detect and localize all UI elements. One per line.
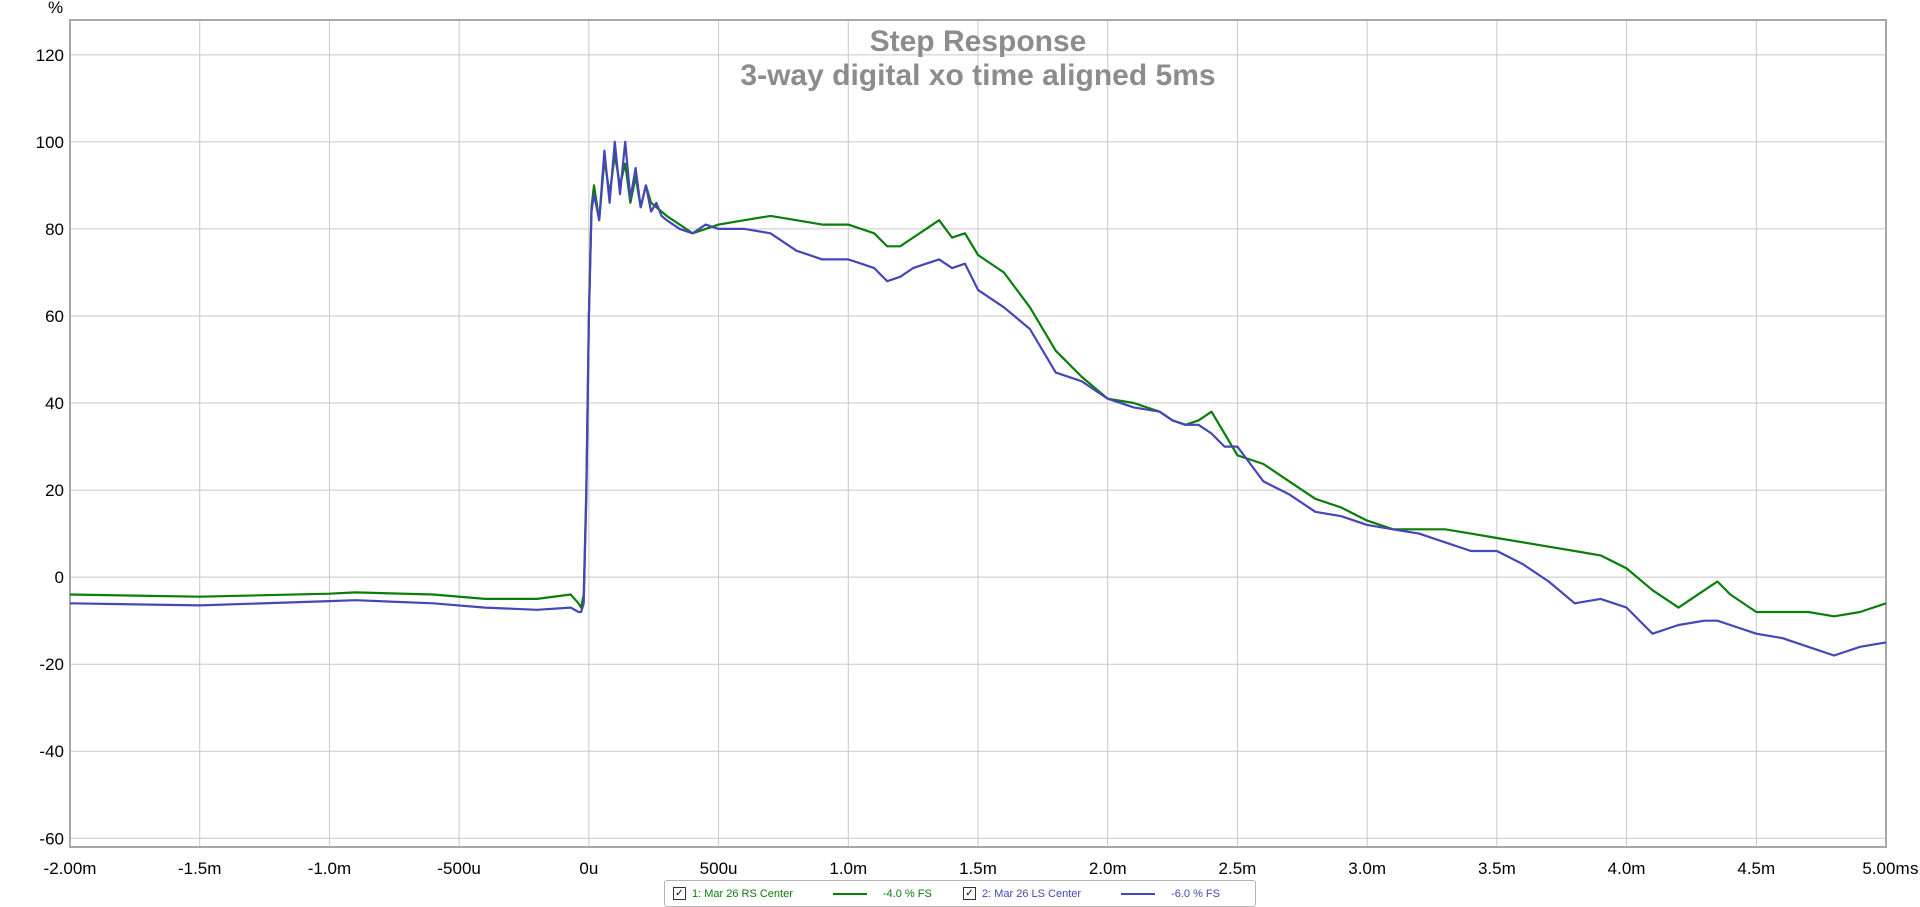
x-tick-label: 4.0m: [1608, 859, 1646, 878]
y-tick-label: 120: [36, 46, 64, 65]
series-1-offset: -4.0 % FS: [882, 887, 932, 900]
x-tick-label: 500u: [700, 859, 738, 878]
y-tick-label: 40: [45, 394, 64, 413]
series-2-offset: -6.0 % FS: [1171, 887, 1220, 900]
x-tick-label: 2.5m: [1219, 859, 1257, 878]
y-axis-unit-label: %: [48, 0, 63, 17]
y-tick-label: 0: [55, 568, 64, 587]
plot-border: [69, 19, 1887, 848]
legend-item-series-1[interactable]: ✓ 1: Mar 26 RS Center -4.0 % FS: [673, 881, 932, 906]
y-tick-labels: 120 100 80 60 40 20 0 -20 -40 -60: [36, 46, 64, 848]
x-tick-label: 2.0m: [1089, 859, 1127, 878]
series-2-name: 2: Mar 26 LS Center: [982, 887, 1082, 900]
plot-frame: [69, 19, 1887, 848]
x-tick-label: 3.5m: [1478, 859, 1516, 878]
y-tick-label: 20: [45, 481, 64, 500]
series-1-swatch: [832, 892, 867, 895]
x-tick-label: -2.00m: [44, 859, 97, 878]
legend: ✓ 1: Mar 26 RS Center -4.0 % FS ✓ 2: Mar…: [664, 880, 1256, 907]
x-tick-label: 0u: [579, 859, 598, 878]
chart-title: Step Response: [870, 25, 1087, 58]
series-2-swatch: [1121, 892, 1156, 895]
x-tick-label: -500u: [437, 859, 480, 878]
chart-subtitle: 3-way digital xo time aligned 5ms: [740, 59, 1215, 92]
series-line-1: [69, 153, 1887, 618]
x-tick-label: 1.5m: [959, 859, 997, 878]
x-tick-label: 1.0m: [829, 859, 867, 878]
y-tick-label: 100: [36, 133, 64, 152]
y-tick-label: -40: [39, 742, 64, 761]
y-tick-label: 60: [45, 307, 64, 326]
series-line-2: [69, 140, 1887, 657]
x-tick-label: -1.0m: [308, 859, 351, 878]
legend-item-series-2[interactable]: ✓ 2: Mar 26 LS Center -6.0 % FS: [963, 881, 1220, 906]
grid-lines: [69, 20, 1887, 847]
y-tick-label: 80: [45, 220, 64, 239]
x-tick-label: -1.5m: [178, 859, 221, 878]
y-tick-label: -60: [39, 829, 64, 848]
series-2-checkbox[interactable]: ✓: [963, 887, 976, 900]
series-1-checkbox[interactable]: ✓: [673, 887, 686, 900]
x-tick-label: 5.00m: [1862, 859, 1909, 878]
series-layer: [69, 140, 1887, 657]
x-tick-label: 4.5m: [1737, 859, 1775, 878]
series-1-name: 1: Mar 26 RS Center: [692, 887, 793, 900]
x-tick-label: 3.0m: [1348, 859, 1386, 878]
x-tick-labels: -2.00m -1.5m -1.0m -500u 0u 500u 1.0m 1.5m 2.0m 2…: [44, 859, 1910, 878]
x-axis-unit-label: s: [1910, 859, 1919, 878]
y-tick-label: -20: [39, 655, 64, 674]
